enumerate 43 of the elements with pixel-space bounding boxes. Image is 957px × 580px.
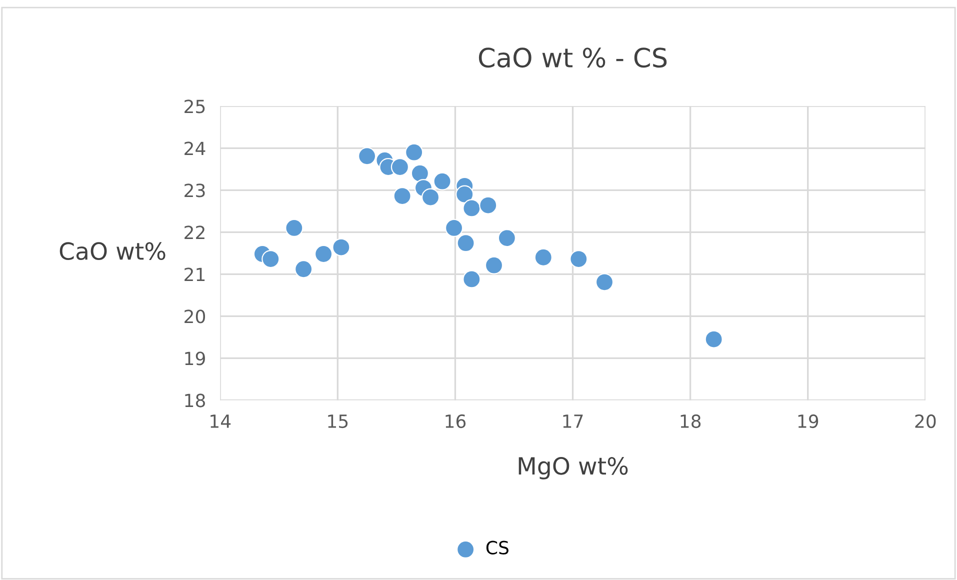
y-tick-label: 18: [185, 394, 205, 408]
point: [484, 256, 504, 274]
point: [456, 185, 474, 204]
point: [358, 147, 376, 166]
point: [534, 248, 552, 266]
legend-label: CS: [486, 540, 508, 554]
point: [479, 196, 498, 214]
point: [294, 260, 313, 278]
point: [405, 143, 424, 162]
y-tick-label: 24: [184, 142, 206, 156]
point: [285, 218, 304, 238]
x-tick-label: 15: [328, 414, 348, 428]
y-tick-label: 19: [185, 352, 205, 366]
x-tick-label: 20: [915, 414, 936, 428]
point: [498, 228, 516, 248]
x-tick-label: 17: [563, 414, 583, 428]
x-tick-label: 18: [680, 414, 701, 428]
point: [393, 186, 412, 206]
point: [314, 244, 333, 264]
y-tick-label: 20: [184, 310, 206, 324]
x-tick-label: 16: [446, 414, 466, 428]
x-tick-label: 14: [210, 414, 231, 428]
x-tick-label: 19: [798, 414, 818, 428]
point: [704, 330, 723, 348]
point: [390, 158, 410, 176]
point: [262, 250, 280, 268]
point: [456, 234, 475, 252]
y-tick-label: 23: [184, 184, 205, 198]
point: [595, 273, 614, 292]
point: [462, 199, 481, 218]
y-tick-label: 22: [184, 226, 204, 240]
y-tick-label: 21: [184, 268, 205, 282]
point: [462, 270, 481, 288]
point: [332, 238, 350, 256]
y-tick-label: 25: [184, 100, 205, 114]
point: [444, 218, 464, 238]
y-axis-title: CaO wt%: [60, 242, 166, 260]
point: [570, 250, 588, 268]
point: [421, 188, 440, 206]
x-axis-title: MgO wt%: [518, 456, 628, 480]
chart-title: CaO wt % - CS: [478, 48, 667, 68]
point: [433, 172, 452, 190]
point: [410, 164, 430, 182]
